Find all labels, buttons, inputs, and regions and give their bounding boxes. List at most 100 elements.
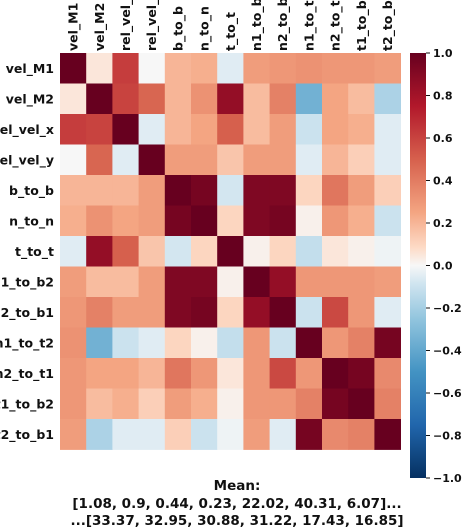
column-label: vel_M1 bbox=[66, 3, 82, 51]
heatmap-cell bbox=[322, 236, 349, 267]
heatmap-cell bbox=[86, 297, 113, 328]
heatmap-cell bbox=[322, 327, 349, 359]
heatmap-cell bbox=[86, 266, 113, 298]
heatmap-cell bbox=[243, 327, 270, 359]
heatmap-cell bbox=[374, 266, 401, 298]
column-label: t2_to_b1 bbox=[380, 0, 396, 51]
heatmap-cell bbox=[138, 175, 166, 206]
heatmap-cell bbox=[374, 114, 401, 145]
row-label: t2_to_b1 bbox=[0, 427, 54, 443]
heatmap-cell bbox=[191, 236, 218, 267]
heatmap-cell bbox=[164, 297, 192, 328]
heatmap-cell bbox=[191, 205, 218, 237]
heatmap-cell bbox=[269, 297, 297, 328]
heatmap-cell bbox=[322, 419, 349, 450]
heatmap-cell bbox=[164, 358, 192, 389]
heatmap-cell bbox=[86, 358, 113, 389]
heatmap-cell bbox=[138, 114, 166, 145]
heatmap-cell bbox=[348, 388, 375, 420]
heatmap-cell bbox=[191, 327, 218, 359]
heatmap-cell bbox=[164, 388, 192, 420]
heatmap-cell bbox=[348, 236, 375, 267]
heatmap-cell bbox=[164, 53, 192, 84]
colorbar-tick-label: −0.4 bbox=[433, 345, 462, 358]
caption-mean-line-2: ...[33.37, 32.95, 30.88, 31.22, 17.43, 1… bbox=[70, 513, 404, 529]
heatmap-cell bbox=[217, 388, 244, 420]
heatmap-cell bbox=[86, 144, 113, 176]
row-label: t_to_t bbox=[15, 244, 54, 260]
heatmap-cell bbox=[217, 358, 244, 389]
heatmap-cell bbox=[60, 388, 87, 420]
row-label: rel_vel_x bbox=[0, 122, 54, 138]
heatmap-cell bbox=[112, 175, 139, 206]
heatmap-cell bbox=[348, 327, 375, 359]
colorbar-tick-label: 0.6 bbox=[433, 132, 453, 145]
heatmap-cell bbox=[295, 266, 323, 298]
heatmap-cell bbox=[60, 83, 87, 115]
heatmap-cell bbox=[60, 266, 87, 298]
heatmap-cell bbox=[348, 83, 375, 115]
column-label: n1_to_b2 bbox=[249, 0, 265, 51]
heatmap-cell bbox=[269, 358, 297, 389]
row-label: t1_to_b2 bbox=[0, 396, 54, 412]
column-label: b_to_b bbox=[170, 6, 186, 51]
heatmap-cell bbox=[112, 205, 139, 237]
column-label: n_to_n bbox=[197, 6, 213, 51]
heatmap-cell bbox=[348, 419, 375, 450]
heatmap-cell bbox=[243, 358, 270, 389]
heatmap-cell bbox=[217, 236, 244, 267]
heatmap-cell bbox=[164, 419, 192, 450]
heatmap-cell bbox=[164, 205, 192, 237]
heatmap-cell bbox=[217, 53, 244, 84]
heatmap-cell bbox=[374, 327, 401, 359]
heatmap-cell bbox=[348, 297, 375, 328]
row-label: n2_to_b1 bbox=[0, 305, 54, 321]
heatmap-cell bbox=[164, 114, 192, 145]
heatmap-cell bbox=[295, 419, 323, 450]
heatmap-cell bbox=[374, 205, 401, 237]
heatmap-cell bbox=[191, 388, 218, 420]
heatmap-cell bbox=[269, 419, 297, 450]
heatmap-cell bbox=[86, 205, 113, 237]
colorbar-tick-label: −1.0 bbox=[433, 472, 462, 485]
colorbar-tick-label: 0.4 bbox=[433, 175, 453, 188]
heatmap-cell bbox=[322, 114, 349, 145]
heatmap-cell bbox=[295, 327, 323, 359]
heatmap-cell bbox=[217, 83, 244, 115]
heatmap-cell bbox=[164, 266, 192, 298]
heatmap-cell bbox=[164, 144, 192, 176]
heatmap-cell bbox=[348, 114, 375, 145]
heatmap-cell bbox=[269, 53, 297, 84]
heatmap-cell bbox=[295, 83, 323, 115]
heatmap-cell bbox=[112, 114, 139, 145]
heatmap-cell bbox=[374, 236, 401, 267]
heatmap-cell bbox=[191, 114, 218, 145]
heatmap-cell bbox=[138, 53, 166, 84]
heatmap-cell bbox=[138, 83, 166, 115]
colorbar-tick-label: 0.8 bbox=[433, 90, 453, 103]
heatmap-cell bbox=[243, 83, 270, 115]
heatmap-cell bbox=[60, 327, 87, 359]
heatmap-cell bbox=[86, 388, 113, 420]
heatmap-cell bbox=[112, 419, 139, 450]
heatmap-cell bbox=[217, 205, 244, 237]
column-label: rel_vel_y bbox=[144, 0, 160, 51]
heatmap-cell bbox=[269, 205, 297, 237]
heatmap-cell bbox=[374, 358, 401, 389]
heatmap-cell bbox=[374, 144, 401, 176]
heatmap-cell bbox=[217, 114, 244, 145]
colorbar bbox=[410, 53, 426, 478]
heatmap-cell bbox=[191, 266, 218, 298]
column-label: n2_to_t1 bbox=[328, 0, 344, 51]
row-label: vel_M1 bbox=[6, 61, 54, 77]
heatmap-cell bbox=[164, 327, 192, 359]
heatmap-cell bbox=[164, 175, 192, 206]
row-label: n1_to_b2 bbox=[0, 274, 54, 290]
heatmap-cell bbox=[138, 297, 166, 328]
heatmap-cell bbox=[243, 419, 270, 450]
heatmap-cell bbox=[217, 175, 244, 206]
column-label: vel_M2 bbox=[92, 3, 108, 51]
heatmap-cell bbox=[269, 266, 297, 298]
heatmap-cell bbox=[60, 419, 87, 450]
